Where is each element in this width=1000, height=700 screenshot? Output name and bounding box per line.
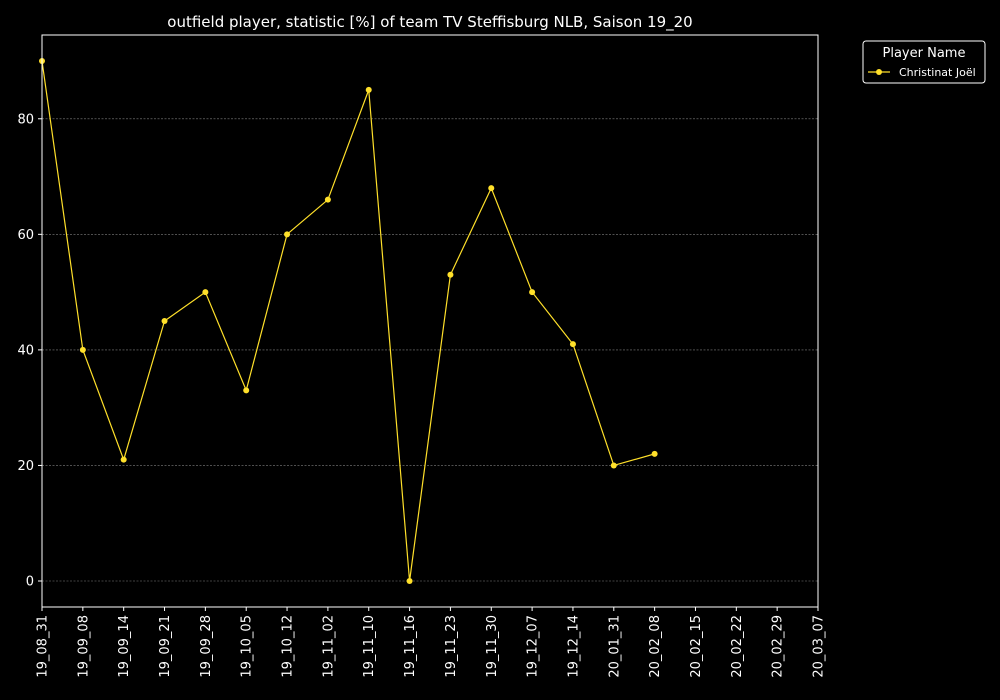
series-line: [41, 60, 655, 582]
x-tick-label: 19_09_21: [158, 615, 173, 678]
x-tick-label: 19_11_23: [444, 615, 459, 678]
data-point: [243, 387, 250, 394]
data-point: [569, 341, 576, 348]
x-tick-label: 19_10_05: [240, 615, 255, 678]
y-tick-label: 0: [26, 575, 34, 590]
data-point: [610, 462, 617, 469]
chart-title: outfield player, statistic [%] of team T…: [167, 13, 692, 32]
y-axis: 0 20 40 60 80: [17, 112, 42, 590]
x-tick-label: 19_09_08: [76, 615, 91, 678]
y-tick-label: 40: [17, 343, 34, 358]
data-point: [284, 231, 291, 238]
data-point: [488, 185, 495, 192]
data-point: [447, 271, 454, 278]
legend-box: [862, 40, 986, 84]
legend-series-label: Christinat Joël: [899, 66, 976, 79]
data-point: [365, 86, 372, 93]
x-tick-label: 19_11_30: [485, 615, 500, 678]
x-tick-label: 20_01_31: [607, 615, 622, 678]
x-tick-label: 19_09_28: [199, 615, 214, 678]
data-point: [79, 346, 86, 353]
x-tick-label: 19_12_07: [526, 615, 541, 678]
x-tick-label: 19_12_14: [566, 615, 581, 678]
x-axis: 19_08_31 19_09_08 19_09_14 19_09_21 19_09_28…: [36, 607, 827, 678]
x-tick-label: 20_02_22: [730, 615, 745, 678]
data-point: [651, 450, 658, 457]
legend: Player Name Christinat Joël: [862, 40, 986, 84]
data-point: [202, 289, 209, 296]
y-tick-label: 80: [17, 112, 34, 127]
legend-title: Player Name: [883, 46, 966, 61]
x-tick-label: 20_03_07: [812, 615, 827, 678]
x-tick-label: 19_11_16: [403, 615, 418, 678]
data-point: [161, 318, 168, 324]
x-tick-label: 19_11_02: [321, 615, 336, 678]
x-tick-label: 20_02_08: [648, 615, 663, 678]
data-point: [120, 456, 127, 463]
x-tick-label: 19_11_10: [362, 615, 377, 678]
x-tick-label: 20_02_29: [771, 615, 786, 678]
data-point: [324, 196, 331, 203]
data-point: [406, 578, 413, 584]
x-tick-label: 20_02_15: [689, 615, 704, 678]
x-tick-label: 19_08_31: [36, 615, 51, 678]
series-layer: [39, 58, 658, 584]
x-tick-label: 19_10_12: [281, 615, 296, 678]
plot-frame: [41, 34, 819, 608]
x-tick-label: 19_09_14: [117, 615, 132, 678]
legend-series-marker: [876, 69, 882, 75]
grid-lines: [42, 118, 818, 582]
y-tick-label: 60: [17, 228, 34, 243]
data-point: [529, 289, 536, 296]
y-tick-label: 20: [17, 459, 34, 474]
